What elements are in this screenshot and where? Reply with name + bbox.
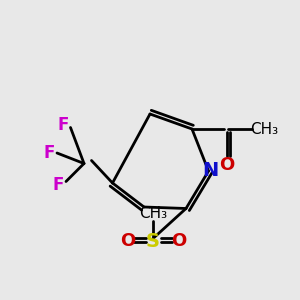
Text: O: O [219,156,234,174]
Text: O: O [120,232,135,250]
Text: S: S [146,232,160,251]
Text: CH₃: CH₃ [139,206,167,220]
Text: F: F [53,176,64,194]
Text: F: F [57,116,69,134]
Text: CH₃: CH₃ [250,122,278,136]
Text: O: O [171,232,186,250]
Text: N: N [202,161,218,181]
Text: F: F [44,144,55,162]
